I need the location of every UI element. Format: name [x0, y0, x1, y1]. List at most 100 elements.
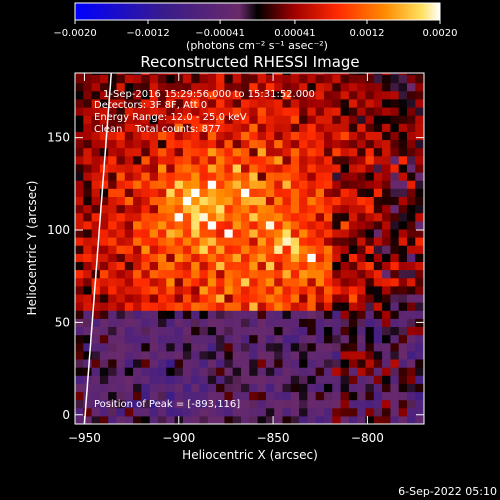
- heatmap-cell: [174, 293, 184, 303]
- heatmap-cell: [124, 74, 134, 84]
- heatmap-cell: [207, 310, 217, 319]
- heatmap-cell: [149, 73, 159, 75]
- heatmap-cell: [224, 212, 234, 222]
- heatmap-cell: [348, 188, 358, 197]
- heatmap-cell: [390, 367, 400, 376]
- heatmap-cell: [398, 359, 408, 368]
- heatmap-cell: [216, 310, 225, 319]
- heatmap-cell: [382, 147, 391, 157]
- heatmap-cell: [365, 350, 375, 360]
- heatmap-cell: [158, 342, 167, 352]
- heatmap-cell: [332, 123, 342, 132]
- heatmap-cell: [124, 98, 134, 108]
- heatmap-cell: [340, 350, 350, 360]
- heatmap-cell: [282, 285, 292, 295]
- heatmap-cell: [407, 204, 416, 214]
- heatmap-cell: [149, 115, 159, 124]
- heatmap-cell: [158, 375, 167, 384]
- heatmap-cell: [398, 204, 408, 214]
- heatmap-cell: [290, 180, 300, 189]
- heatmap-cell: [299, 253, 308, 262]
- heatmap-cell: [398, 228, 408, 238]
- heatmap-cell: [108, 261, 118, 271]
- heatmap-cell: [324, 123, 333, 132]
- heatmap-cell: [191, 115, 201, 124]
- heatmap-cell: [315, 375, 325, 384]
- heatmap-cell: [166, 155, 176, 165]
- heatmap-cell: [75, 293, 84, 303]
- heatmap-cell: [249, 375, 259, 384]
- heatmap-cell: [75, 180, 84, 189]
- heatmap-cell: [108, 359, 118, 368]
- heatmap-cell: [83, 98, 93, 108]
- heatmap-cell: [224, 350, 234, 360]
- heatmap-cell: [232, 107, 242, 116]
- heatmap-cell: [158, 237, 167, 246]
- heatmap-cell: [241, 399, 250, 409]
- heatmap-cell: [241, 123, 250, 132]
- heatmap-cell: [124, 115, 134, 124]
- heatmap-cell: [390, 375, 400, 384]
- heatmap-cell: [299, 228, 308, 238]
- heatmap-cell: [324, 188, 333, 197]
- heatmap-cell: [315, 212, 325, 222]
- heatmap-cell: [99, 90, 109, 100]
- heatmap-cell: [340, 302, 350, 311]
- heatmap-cell: [216, 147, 225, 157]
- heatmap-cell: [382, 326, 391, 336]
- heatmap-cell: [407, 73, 416, 75]
- heatmap-cell: [282, 302, 292, 311]
- heatmap-cell: [348, 326, 358, 336]
- heatmap-cell: [133, 107, 142, 116]
- heatmap-cell: [91, 245, 101, 254]
- heatmap-cell: [166, 73, 176, 75]
- heatmap-cell: [75, 391, 84, 401]
- heatmap-cell: [224, 188, 234, 197]
- heatmap-cell: [166, 188, 176, 197]
- heatmap-cell: [365, 253, 375, 262]
- heatmap-cell: [340, 261, 350, 271]
- heatmap-cell: [415, 261, 424, 271]
- heatmap-cell: [340, 391, 350, 401]
- heatmap-cell: [398, 163, 408, 173]
- heatmap-cell: [83, 415, 93, 424]
- heatmap-cell: [390, 90, 400, 100]
- heatmap-cell: [75, 261, 84, 271]
- heatmap-cell: [116, 196, 126, 206]
- heatmap-cell: [398, 293, 408, 303]
- heatmap-cell: [307, 310, 317, 319]
- heatmap-cell: [382, 123, 391, 132]
- heatmap-cell: [249, 285, 259, 295]
- heatmap-cell: [315, 367, 325, 376]
- heatmap-cell: [182, 359, 192, 368]
- heatmap-cell: [324, 285, 333, 295]
- heatmap-cell: [348, 310, 358, 319]
- heatmap-cell: [166, 334, 176, 344]
- heatmap-cell: [398, 73, 408, 75]
- heatmap-cell: [182, 407, 192, 417]
- heatmap-cell: [332, 253, 342, 262]
- heatmap-cell: [199, 350, 209, 360]
- heatmap-cell: [149, 367, 159, 376]
- heatmap-cell: [282, 383, 292, 393]
- heatmap-cell: [382, 196, 391, 206]
- heatmap-cell: [191, 407, 201, 417]
- heatmap-cell: [232, 293, 242, 303]
- heatmap-cell: [149, 163, 159, 173]
- heatmap-cell: [332, 334, 342, 344]
- heatmap-cell: [373, 367, 383, 376]
- heatmap-cell: [133, 359, 142, 368]
- heatmap-cell: [249, 415, 259, 424]
- heatmap-cell: [398, 90, 408, 100]
- heatmap-cell: [265, 407, 275, 417]
- heatmap-cell: [257, 334, 267, 344]
- heatmap-cell: [274, 74, 284, 84]
- heatmap-cell: [166, 131, 176, 141]
- heatmap-cell: [382, 73, 391, 75]
- heatmap-cell: [340, 383, 350, 393]
- heatmap-cell: [174, 139, 184, 149]
- heatmap-cell: [124, 310, 134, 319]
- heatmap-cell: [91, 82, 101, 92]
- heatmap-cell: [116, 277, 126, 287]
